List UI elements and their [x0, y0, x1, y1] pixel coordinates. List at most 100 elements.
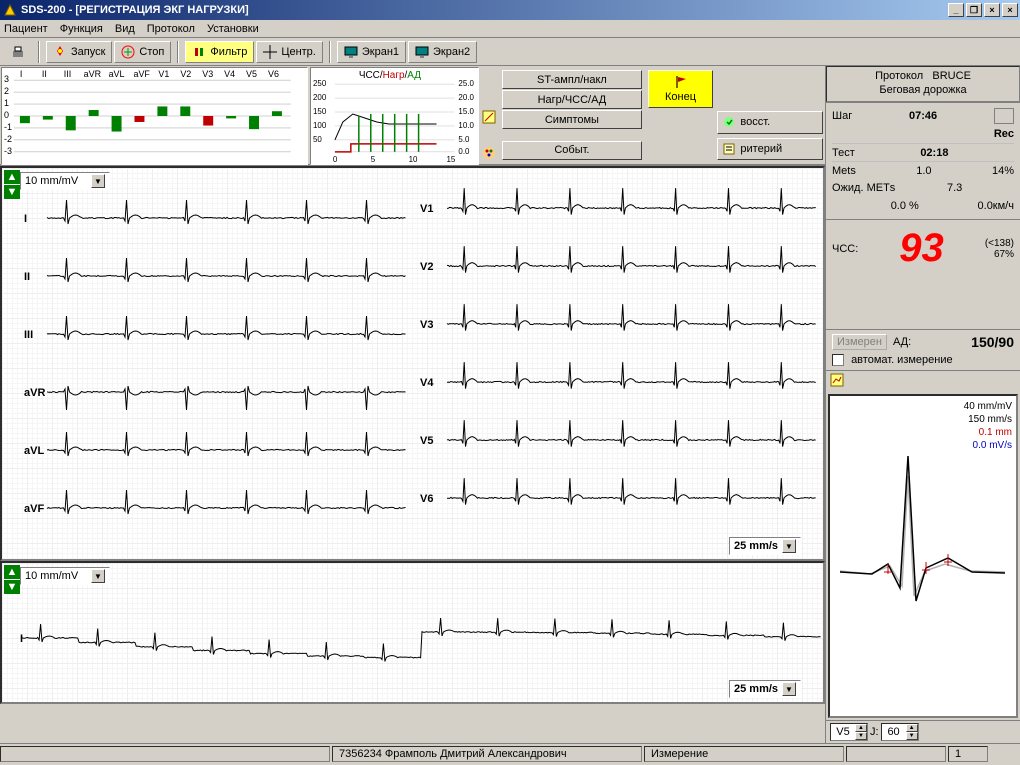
menu-patient[interactable]: Пациент — [4, 23, 48, 35]
spin-up-icon[interactable]: ▲ — [906, 724, 918, 732]
svg-text:V6: V6 — [420, 493, 433, 505]
stop-button[interactable]: Стоп — [114, 41, 171, 63]
chevron-down-icon: ▼ — [782, 682, 796, 696]
toolbar-print-button[interactable] — [4, 41, 32, 63]
svg-text:-2: -2 — [4, 134, 12, 144]
window-title: SDS-200 - [РЕГИСТРАЦИЯ ЭКГ НАГРУЗКИ] — [21, 4, 946, 16]
svg-text:5: 5 — [371, 155, 376, 164]
svg-text:20.0: 20.0 — [458, 93, 474, 102]
rocket-icon — [53, 45, 67, 59]
close-button[interactable]: × — [1002, 3, 1018, 17]
zoom-icon[interactable] — [830, 373, 844, 387]
filter-icon — [192, 45, 206, 59]
gain-up-button[interactable]: ▲ — [4, 170, 20, 184]
svg-text:V4: V4 — [224, 69, 235, 79]
svg-text:-3: -3 — [4, 146, 12, 156]
st-ampl-button[interactable]: ST-ампл/накл — [502, 70, 641, 89]
toolbar: Запуск Стоп Фильтр Центр. Экран1 Экран2 — [0, 38, 1020, 66]
chevron-down-icon: ▼ — [91, 569, 105, 583]
svg-text:V1: V1 — [158, 69, 169, 79]
left-column: 321 0-1-2 -3 IIIIIIaVRaVLaVFV1V2V3V4V5V6 — [0, 66, 825, 743]
j-spinner[interactable]: ▲▼ — [881, 723, 919, 741]
svg-text:V3: V3 — [202, 69, 213, 79]
list-icon — [722, 142, 736, 156]
palette-icon[interactable] — [482, 146, 496, 160]
screen1-button[interactable]: Экран1 — [337, 41, 406, 63]
svg-text:I: I — [24, 213, 27, 225]
gain-up-button[interactable]: ▲ — [4, 565, 20, 579]
close-button-inner[interactable]: × — [984, 3, 1000, 17]
right-column: Протокол BRUCE Беговая дорожка Шаг07:46 … — [825, 66, 1020, 743]
gain-arrows-main: ▲ ▼ — [4, 170, 20, 199]
measure-icon[interactable] — [482, 110, 496, 124]
svg-text:I: I — [20, 69, 23, 79]
menu-protocol[interactable]: Протокол — [147, 23, 195, 35]
menu-function[interactable]: Функция — [60, 23, 103, 35]
svg-text:150: 150 — [313, 107, 327, 116]
svg-text:-1: -1 — [4, 122, 12, 132]
filter-button[interactable]: Фильтр — [185, 41, 254, 63]
symptoms-button[interactable]: Симптомы — [502, 110, 641, 129]
svg-text:3: 3 — [4, 74, 9, 84]
center-button[interactable]: Центр. — [256, 41, 323, 63]
chevron-down-icon: ▼ — [782, 539, 796, 553]
recovery-icon — [722, 115, 736, 129]
svg-text:III: III — [64, 69, 71, 79]
svg-text:ЧСС/Нагр/АД: ЧСС/Нагр/АД — [359, 70, 421, 81]
menu-settings[interactable]: Установки — [207, 23, 259, 35]
step-box-icon — [994, 108, 1014, 124]
svg-text:250: 250 — [313, 79, 327, 88]
events-button[interactable]: Событ. — [502, 141, 641, 160]
ecg-rhythm-strip: ▲ ▼ 10 mm/mV ▼ 25 mm/s ▼ I — [0, 561, 825, 704]
gain-combo-strip[interactable]: 10 mm/mV ▼ — [20, 567, 110, 585]
spin-down-icon[interactable]: ▼ — [855, 732, 867, 740]
center-icon — [263, 45, 277, 59]
end-button[interactable]: Конец — [648, 70, 714, 108]
menu-view[interactable]: Вид — [115, 23, 135, 35]
svg-text:V2: V2 — [180, 69, 191, 79]
timers-box: Шаг07:46 Rec Тест02:18 Mets1.014% Ожид. … — [826, 102, 1020, 219]
gain-arrows-strip: ▲ ▼ — [4, 565, 20, 594]
ecg-area: ▲ ▼ 10 mm/mV ▼ 25 mm/s ▼ IIIIIIaVRaVLaVF… — [0, 166, 825, 743]
minimize-button[interactable]: _ — [948, 3, 964, 17]
app-icon — [2, 2, 18, 18]
lead-spinner[interactable]: ▲▼ — [830, 723, 868, 741]
screen2-button[interactable]: Экран2 — [408, 41, 477, 63]
restore-button[interactable]: ❐ — [966, 3, 982, 17]
svg-text:100: 100 — [313, 121, 327, 130]
measure-button[interactable]: Измерен — [832, 334, 887, 350]
svg-text:10: 10 — [408, 155, 417, 164]
svg-text:15.0: 15.0 — [458, 107, 474, 116]
protocol-box: Протокол BRUCE Беговая дорожка — [826, 66, 1020, 102]
gain-combo-main[interactable]: 10 mm/mV ▼ — [20, 172, 110, 190]
printer-icon — [11, 45, 25, 59]
hr-load-bp-chart: ЧСС/Нагр/АД 250200150 10050 25.020.015.0… — [310, 67, 479, 165]
flag-icon — [674, 75, 688, 89]
svg-text:II: II — [42, 69, 47, 79]
svg-text:1: 1 — [4, 98, 9, 108]
recovery-button[interactable]: восст. — [717, 111, 823, 133]
menu-bar: Пациент Функция Вид Протокол Установки — [0, 20, 1020, 38]
spin-up-icon[interactable]: ▲ — [855, 724, 867, 732]
launch-button[interactable]: Запуск — [46, 41, 112, 63]
speed-combo-strip[interactable]: 25 mm/s ▼ — [729, 680, 801, 698]
stop-label: Стоп — [139, 46, 164, 58]
svg-text:50: 50 — [313, 135, 322, 144]
criterion-button[interactable]: ритерий — [717, 138, 823, 160]
svg-text:2: 2 — [4, 86, 9, 96]
status-mode: Измерение — [644, 746, 844, 762]
end-column: Конец — [646, 66, 716, 164]
filter-label: Фильтр — [210, 46, 247, 58]
svg-text:0: 0 — [333, 155, 338, 164]
svg-text:III: III — [24, 329, 33, 341]
svg-text:V6: V6 — [268, 69, 279, 79]
spin-down-icon[interactable]: ▼ — [906, 732, 918, 740]
gain-down-button[interactable]: ▼ — [4, 185, 20, 199]
svg-text:aVR: aVR — [24, 387, 45, 399]
load-hr-bp-button[interactable]: Нагр/ЧСС/АД — [502, 90, 641, 109]
svg-text:aVR: aVR — [84, 69, 102, 79]
auto-measure-checkbox[interactable] — [832, 354, 844, 366]
monitor-icon — [415, 45, 429, 59]
speed-combo-main[interactable]: 25 mm/s ▼ — [729, 537, 801, 555]
gain-down-button[interactable]: ▼ — [4, 580, 20, 594]
